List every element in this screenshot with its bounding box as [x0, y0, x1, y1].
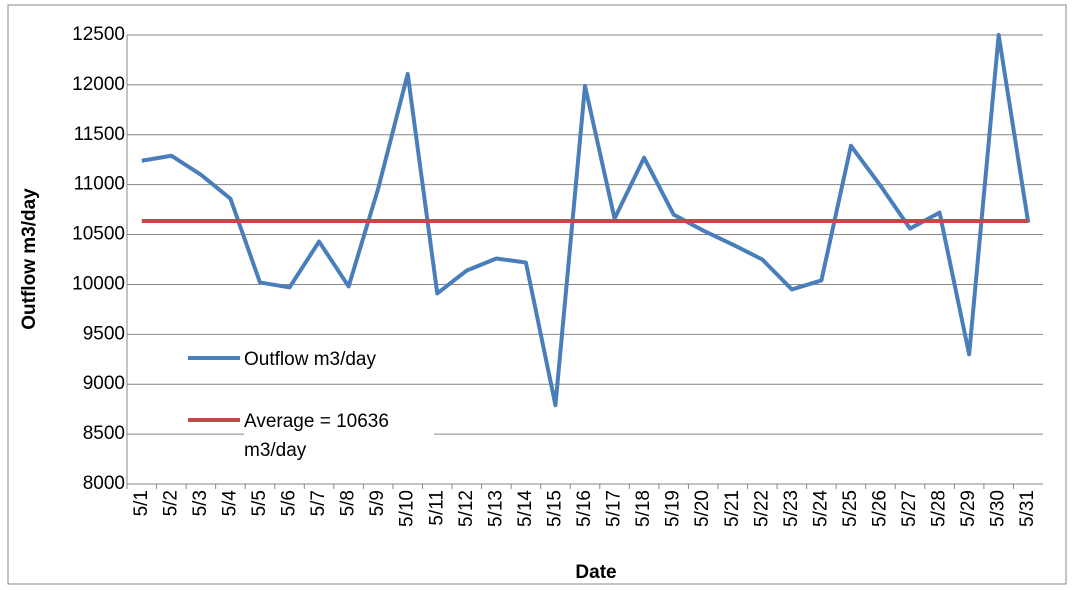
x-tick-label: 5/28	[929, 490, 950, 527]
y-tick-label: 10000	[72, 273, 125, 294]
x-tick-label: 5/27	[899, 490, 920, 527]
y-axis-title: Outflow m3/day	[19, 188, 40, 330]
x-tick-label: 5/29	[958, 490, 979, 527]
x-tick-label: 5/18	[633, 490, 654, 527]
x-tick-label: 5/7	[308, 490, 329, 516]
x-tick-label: 5/11	[426, 490, 447, 526]
x-tick-label: 5/20	[692, 490, 713, 527]
x-tick-label: 5/21	[722, 490, 743, 527]
x-tick-label: 5/30	[988, 490, 1009, 527]
x-tick-label: 5/8	[338, 490, 359, 516]
x-tick-label: 5/19	[663, 490, 684, 527]
legend-label: Average = 10636 m3/day	[244, 407, 434, 465]
x-tick-label: 5/6	[279, 490, 300, 516]
y-tick-label: 8000	[83, 473, 125, 494]
x-tick-label: 5/15	[544, 490, 565, 527]
y-tick-label: 9500	[83, 323, 125, 344]
x-axis-title: Date	[575, 562, 616, 583]
legend-box: Average = 10636 m3/day	[244, 407, 434, 465]
x-tick-label: 5/25	[840, 490, 861, 527]
series-line	[141, 33, 1031, 408]
y-tick-label: 12500	[72, 24, 125, 45]
y-tick-label: 9000	[83, 373, 125, 394]
y-tick-label: 8500	[83, 423, 125, 444]
y-tick-label: 12000	[72, 74, 125, 95]
x-tick-label: 5/13	[485, 490, 506, 527]
x-tick-label: 5/12	[456, 490, 477, 527]
chart-border	[7, 4, 1067, 585]
x-tick-label: 5/26	[869, 490, 890, 527]
x-tick-label: 5/22	[751, 490, 772, 527]
x-tick-label: 5/4	[219, 490, 240, 517]
y-tick-label: 11500	[74, 124, 125, 145]
legend-box: Outflow m3/day	[244, 345, 434, 374]
x-tick-label: 5/24	[810, 490, 831, 527]
x-tick-label: 5/23	[781, 490, 802, 527]
x-tick-label: 5/3	[190, 490, 211, 516]
x-tick-label: 5/14	[515, 490, 536, 527]
legend-label: Outflow m3/day	[244, 345, 434, 374]
x-tick-label: 5/10	[397, 490, 418, 527]
x-tick-label: 5/17	[604, 490, 625, 527]
x-tick-label: 5/16	[574, 490, 595, 527]
y-tick-label: 11000	[74, 174, 125, 195]
x-tick-label: 5/31	[1017, 490, 1038, 527]
y-tick-label: 10500	[72, 224, 125, 245]
x-tick-label: 5/5	[249, 490, 270, 516]
x-tick-label: 5/9	[367, 490, 388, 516]
x-tick-label: 5/1	[131, 490, 152, 516]
x-tick-label: 5/2	[160, 490, 181, 516]
